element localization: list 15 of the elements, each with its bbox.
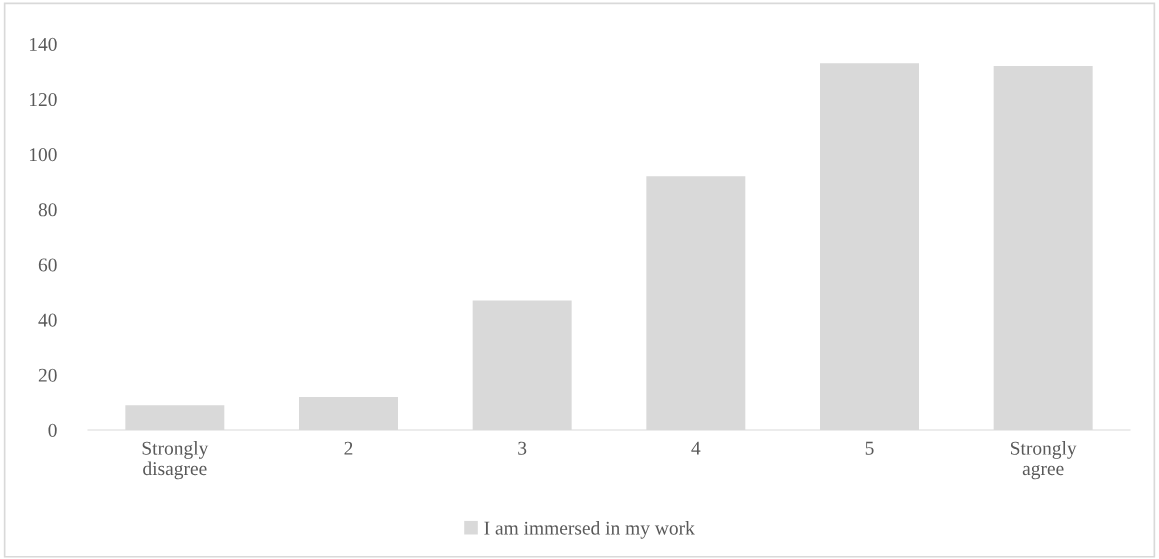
y-tick-label: 120 <box>29 92 57 107</box>
y-tick-label: 0 <box>48 423 57 437</box>
y-tick-label: 40 <box>38 313 57 327</box>
x-tick-label: 3 <box>518 441 527 455</box>
y-tick-label: 140 <box>29 37 57 51</box>
x-tick-label: Strongly disagree <box>142 441 209 480</box>
x-tick-label: 2 <box>344 441 353 455</box>
x-tick-label: 4 <box>691 441 701 455</box>
y-tick-label: 60 <box>38 258 57 272</box>
y-tick-label: 80 <box>38 203 57 217</box>
y-tick-label: 20 <box>38 368 57 382</box>
x-tick-label: 5 <box>865 441 874 455</box>
y-tick-label: 100 <box>29 148 57 162</box>
legend-label: I am immersed in my work <box>484 521 695 539</box>
x-tick-label: Strongly agree <box>1010 441 1077 480</box>
